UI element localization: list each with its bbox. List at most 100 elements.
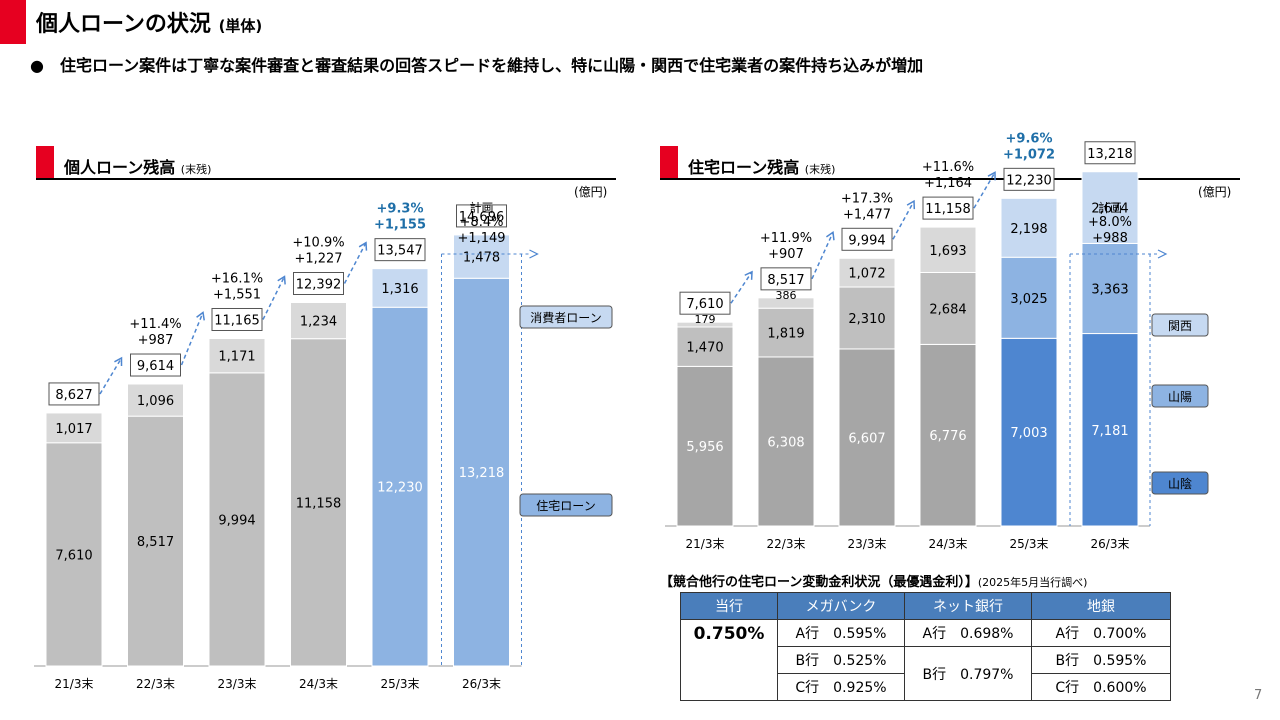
growth-pct: +9.6% (1006, 131, 1053, 146)
bar-segment (757, 297, 815, 309)
growth-arrow (811, 231, 834, 280)
total-label: 9,994 (848, 233, 885, 248)
bar-segment (45, 412, 103, 444)
data-label: 3,363 (1091, 282, 1128, 297)
data-label: 1,819 (767, 327, 804, 342)
data-label: 5,956 (686, 440, 723, 455)
growth-abs: +1,072 (1003, 147, 1055, 162)
growth-pct: +8.4% (460, 215, 504, 230)
category-label: 23/3末 (848, 537, 887, 551)
growth-pct: +11.4% (129, 317, 181, 332)
data-label: 12,230 (377, 481, 423, 496)
category-label: 21/3末 (55, 677, 94, 691)
data-label: 1,017 (55, 422, 92, 437)
data-label: 1,478 (463, 251, 500, 266)
data-label: 3,025 (1010, 292, 1047, 307)
bar-segment (757, 356, 815, 527)
left-unit-label: (億円) (574, 185, 608, 199)
growth-arrow (180, 312, 204, 366)
bar-segment (919, 271, 977, 345)
growth-arrow-head (906, 199, 916, 210)
total-box (130, 353, 181, 377)
data-label: 1,316 (381, 282, 418, 297)
data-label: 6,776 (929, 429, 966, 444)
data-label: 2,674 (1091, 202, 1128, 217)
category-label: 24/3末 (299, 677, 338, 691)
legend-box (519, 493, 613, 517)
left-section-rule (36, 178, 616, 180)
growth-arrow (262, 276, 286, 320)
growth-pct: +10.9% (292, 236, 344, 251)
regional-rate-b: B行 0.595% (1031, 646, 1171, 674)
bar-segment (1000, 256, 1058, 339)
growth-arrow (973, 171, 996, 209)
plan-arrow-head (1157, 249, 1168, 259)
total-label: 7,610 (686, 297, 723, 312)
category-label: 26/3末 (1091, 537, 1130, 551)
data-label: 1,470 (686, 341, 723, 356)
plan-note: 計画 (469, 200, 493, 215)
net-rate-a: A行 0.698% (904, 619, 1032, 647)
page-number: 7 (1254, 688, 1263, 703)
total-box (841, 227, 893, 251)
bar-segment (838, 348, 896, 527)
growth-pct: +17.3% (841, 191, 893, 206)
legend-box (1151, 384, 1209, 408)
category-label: 26/3末 (462, 677, 501, 691)
growth-arrow-head (358, 241, 368, 251)
growth-abs: +1,164 (924, 176, 972, 191)
growth-pct: +11.9% (760, 231, 812, 246)
total-box (211, 307, 263, 331)
data-label: 8,517 (137, 535, 174, 550)
data-label: 1,693 (929, 244, 966, 259)
summary-bullet: ● 住宅ローン案件は丁寧な案件審査と審査結果の回答スピードを維持し、特に山陽・関… (30, 56, 924, 75)
growth-abs: +988 (1092, 231, 1128, 246)
legend-box (1151, 313, 1209, 337)
total-box (760, 267, 812, 291)
bar-segment (127, 383, 184, 417)
category-label: 25/3末 (381, 677, 420, 691)
growth-abs: +1,149 (457, 231, 505, 246)
total-label: 12,392 (296, 278, 342, 293)
data-label: 1,072 (848, 267, 885, 282)
right-section-bar (660, 146, 678, 180)
total-label: 13,547 (377, 244, 423, 259)
growth-arrow-head (277, 275, 286, 285)
total-box (374, 238, 426, 262)
legend-label: 山陽 (1168, 390, 1192, 404)
total-label: 11,158 (925, 202, 971, 217)
left-section-bar (36, 146, 54, 180)
legend-box (519, 305, 613, 329)
mega-rate-a: A行 0.595% (777, 619, 905, 647)
total-label: 11,165 (214, 313, 260, 328)
growth-arrow (343, 242, 367, 284)
bar-segment (676, 326, 734, 367)
growth-arrow-head (825, 230, 835, 241)
growth-abs: +907 (768, 247, 804, 262)
total-box (293, 272, 344, 296)
bar-segment (453, 234, 510, 279)
data-label: 1,096 (137, 394, 174, 409)
header-net-bank: ネット銀行 (904, 592, 1032, 620)
growth-arrow-head (987, 171, 996, 181)
bar-segment (371, 268, 429, 308)
bar-segment (371, 306, 429, 667)
category-label: 21/3末 (686, 537, 725, 551)
legend-label: 住宅ローン (536, 498, 595, 513)
total-box (679, 291, 731, 315)
data-label: 1,234 (300, 315, 337, 330)
growth-abs: +1,155 (374, 218, 426, 233)
regional-rate-a: A行 0.700% (1031, 619, 1171, 647)
rate-table-row: B行 0.525% B行 0.797% B行 0.595% (681, 646, 1171, 701)
growth-arrow (892, 200, 915, 240)
bar-segment (1000, 197, 1058, 258)
rate-table: 当行 メガバンク ネット銀行 地銀 0.750% A行 0.595% A行 0.… (680, 592, 1171, 701)
growth-abs: +1,477 (843, 207, 891, 222)
bar-segment (290, 302, 347, 340)
data-label: 179 (695, 313, 716, 326)
growth-pct: +11.6% (922, 160, 974, 175)
growth-arrow (99, 357, 123, 395)
header-mega-bank: メガバンク (777, 592, 905, 620)
bar-segment (453, 277, 510, 667)
plan-note: 計画 (1098, 200, 1122, 215)
